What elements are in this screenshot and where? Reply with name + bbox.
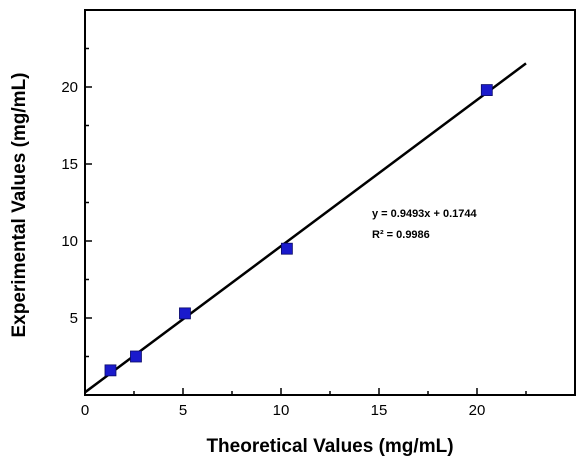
x-tick-label: 15 [371, 402, 388, 419]
r-squared-annotation: R² = 0.9986 [372, 229, 430, 241]
y-tick-label: 5 [70, 310, 78, 327]
data-points [104, 84, 493, 377]
y-tick-label: 15 [61, 156, 78, 173]
fit-line [84, 62, 527, 394]
axis-tick-labels: 0 5 10 15 20 5 10 15 20 [61, 79, 485, 419]
fit-line-group [84, 62, 527, 394]
data-point [280, 242, 293, 255]
axis-ticks [84, 9, 576, 396]
equation-annotation: y = 0.9493x + 0.1744 [372, 208, 477, 220]
data-point [179, 307, 191, 320]
y-tick-label: 20 [61, 79, 78, 96]
x-axis-title: Theoretical Values (mg/mL) [206, 436, 453, 457]
y-tick-label: 10 [61, 233, 78, 250]
y-axis-title: Experimental Values (mg/mL) [9, 72, 30, 337]
data-point [104, 364, 117, 377]
data-point [130, 350, 142, 363]
data-point [480, 84, 493, 96]
x-tick-label: 5 [179, 402, 187, 419]
x-tick-label: 0 [81, 402, 89, 419]
x-tick-label: 10 [273, 402, 290, 419]
x-tick-label: 20 [469, 402, 486, 419]
